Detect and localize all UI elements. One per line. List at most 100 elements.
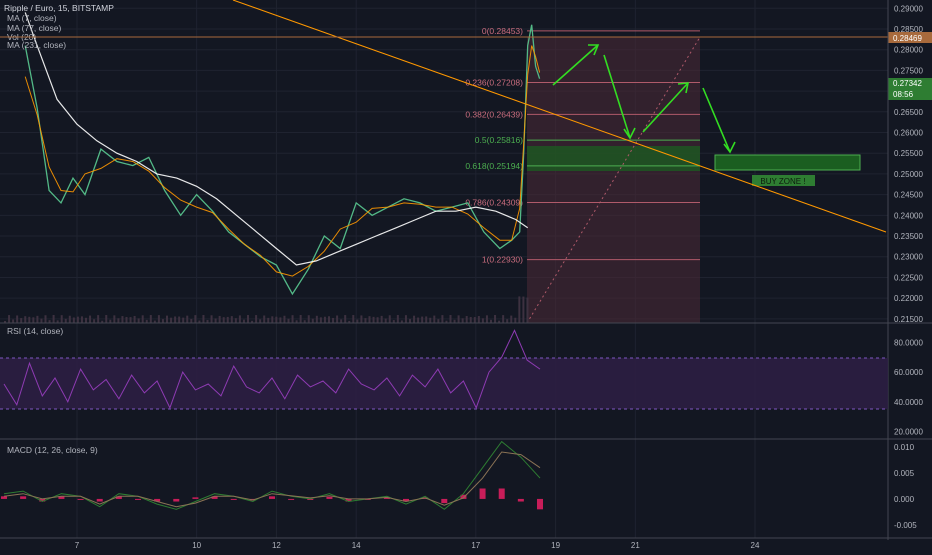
volume-bar-14 [60, 315, 63, 323]
volume-bar-26 [109, 319, 112, 323]
price-series [24, 24, 541, 296]
rsi-tick-1: 60.0000 [894, 368, 923, 377]
macd-hist-bar-0 [1, 496, 7, 499]
volume-bar-98 [400, 320, 403, 323]
fib-label-3: 0.5(0.25816) [475, 135, 523, 145]
volume-bar-84 [344, 315, 347, 323]
price-tick-1: 0.28500 [894, 25, 923, 34]
macd-hist-bar-23 [441, 498, 448, 504]
volume-bar-9 [40, 318, 43, 323]
macd-hist-bar-12 [230, 498, 237, 500]
volume-bar-46 [190, 319, 193, 323]
volume-bar-87 [356, 319, 359, 323]
volume-bar-127 [518, 296, 521, 323]
volume-bar-34 [141, 315, 144, 323]
price-tick-10: 0.24000 [894, 211, 923, 220]
volume-bar-38 [157, 315, 160, 323]
volume-bar-74 [303, 320, 306, 323]
volume-bar-5 [24, 316, 27, 323]
main-pane[interactable]: 0(0.28453) 0.236(0.27208) 0.382(0.26439) 0.… [0, 0, 888, 538]
macd-hist-bar-21 [403, 498, 409, 502]
macd-pane[interactable]: MACD (12, 26, close, 9) [1, 440, 543, 510]
macd-tick-1: 0.005 [894, 469, 915, 478]
volume-bar-94 [384, 318, 387, 323]
volume-bar-69 [283, 315, 286, 323]
volume-bar-83 [340, 319, 343, 323]
volume-bar-41 [170, 317, 173, 323]
volume-bar-20 [85, 317, 87, 323]
volume-bar-99 [404, 315, 407, 323]
macd-axis[interactable]: 0.010 0.005 0.000 -0.005 [894, 443, 917, 530]
volume-bar-19 [80, 316, 83, 323]
volume-bar-86 [352, 315, 355, 323]
volume-bar-124 [506, 319, 509, 323]
ma77-series [24, 12, 529, 266]
volume-bar-44 [182, 317, 185, 323]
volume-bar-121 [494, 315, 497, 323]
volume-bar-28 [117, 318, 120, 323]
macd-hist-bar-8 [154, 498, 161, 502]
volume-bar-54 [222, 317, 225, 323]
volume-bar-49 [202, 315, 205, 323]
time-tick-3: 14 [352, 541, 361, 550]
volume-bar-91 [372, 316, 375, 323]
volume-bar-122 [498, 320, 501, 323]
volume-bar-31 [129, 317, 132, 323]
macd-hist-bar-7 [135, 498, 141, 500]
rsi-axis[interactable]: 80.0000 60.0000 40.0000 20.0000 [894, 338, 923, 436]
volume-bar-116 [473, 317, 476, 323]
rsi-tick-3: 20.0000 [894, 428, 923, 437]
legend-title: Ripple / Euro, 15, BITSTAMP [4, 3, 114, 13]
projection-arrow-up-2 [642, 82, 689, 133]
macd-hist-bar-10 [192, 497, 199, 499]
volume-bar-97 [396, 315, 399, 323]
volume-bar-35 [145, 319, 148, 323]
volume-bar-77 [315, 315, 318, 323]
macd-hist-bar-3 [58, 496, 65, 499]
projection-arrow-down-2-head [723, 141, 736, 154]
volume-bar-62 [255, 315, 258, 323]
time-tick-1: 10 [192, 541, 201, 550]
volume-bar-1 [8, 315, 11, 323]
volume-bar-45 [186, 315, 189, 323]
macd-hist-bar-2 [39, 498, 46, 502]
fib-label-4: 0.618(0.25194) [465, 161, 523, 171]
volume-bar-120 [490, 319, 492, 323]
volume-bar-118 [481, 318, 484, 323]
macd-hist-bar-11 [211, 496, 218, 499]
macd-hist-bar-20 [383, 497, 390, 499]
buy-zone-box[interactable] [714, 154, 861, 171]
rsi-pane[interactable]: RSI (14, close) [0, 326, 888, 410]
descending-trendline[interactable] [232, 0, 887, 233]
macd-hist-bar-9 [173, 498, 180, 502]
current-price: 0.27342 [893, 79, 922, 88]
volume-bar-55 [226, 316, 229, 323]
price-tick-11: 0.23500 [894, 232, 923, 241]
time-axis[interactable]: 7 10 12 14 17 19 21 24 [75, 541, 760, 550]
price-tick-6: 0.26000 [894, 129, 923, 138]
volume-bar-63 [259, 319, 262, 323]
fib-label-0: 0(0.28453) [482, 26, 523, 36]
time-tick-6: 21 [631, 541, 640, 550]
volume-bar-66 [271, 316, 274, 323]
volume-bar-48 [198, 320, 201, 323]
time-tick-5: 19 [551, 541, 560, 550]
fib-levels: 0(0.28453) 0.236(0.27208) 0.382(0.26439) 0.… [465, 26, 700, 265]
volume-bar-21 [89, 315, 92, 323]
volume-bar-96 [392, 320, 395, 323]
volume-bar-32 [133, 315, 136, 323]
volume-bar-82 [336, 315, 339, 323]
volume-bar-76 [311, 318, 314, 323]
price-tick-15: 0.21500 [894, 315, 923, 324]
macd-hist-bar-25 [479, 488, 486, 499]
volume-bar-60 [247, 315, 249, 323]
time-tick-2: 12 [272, 541, 281, 550]
volume-bar-67 [275, 316, 278, 323]
macd-tick-2: 0.000 [894, 495, 915, 504]
volume-bar-42 [174, 316, 177, 323]
projection-arrow-up-2-head [677, 82, 689, 94]
volume-bar-11 [48, 320, 51, 323]
